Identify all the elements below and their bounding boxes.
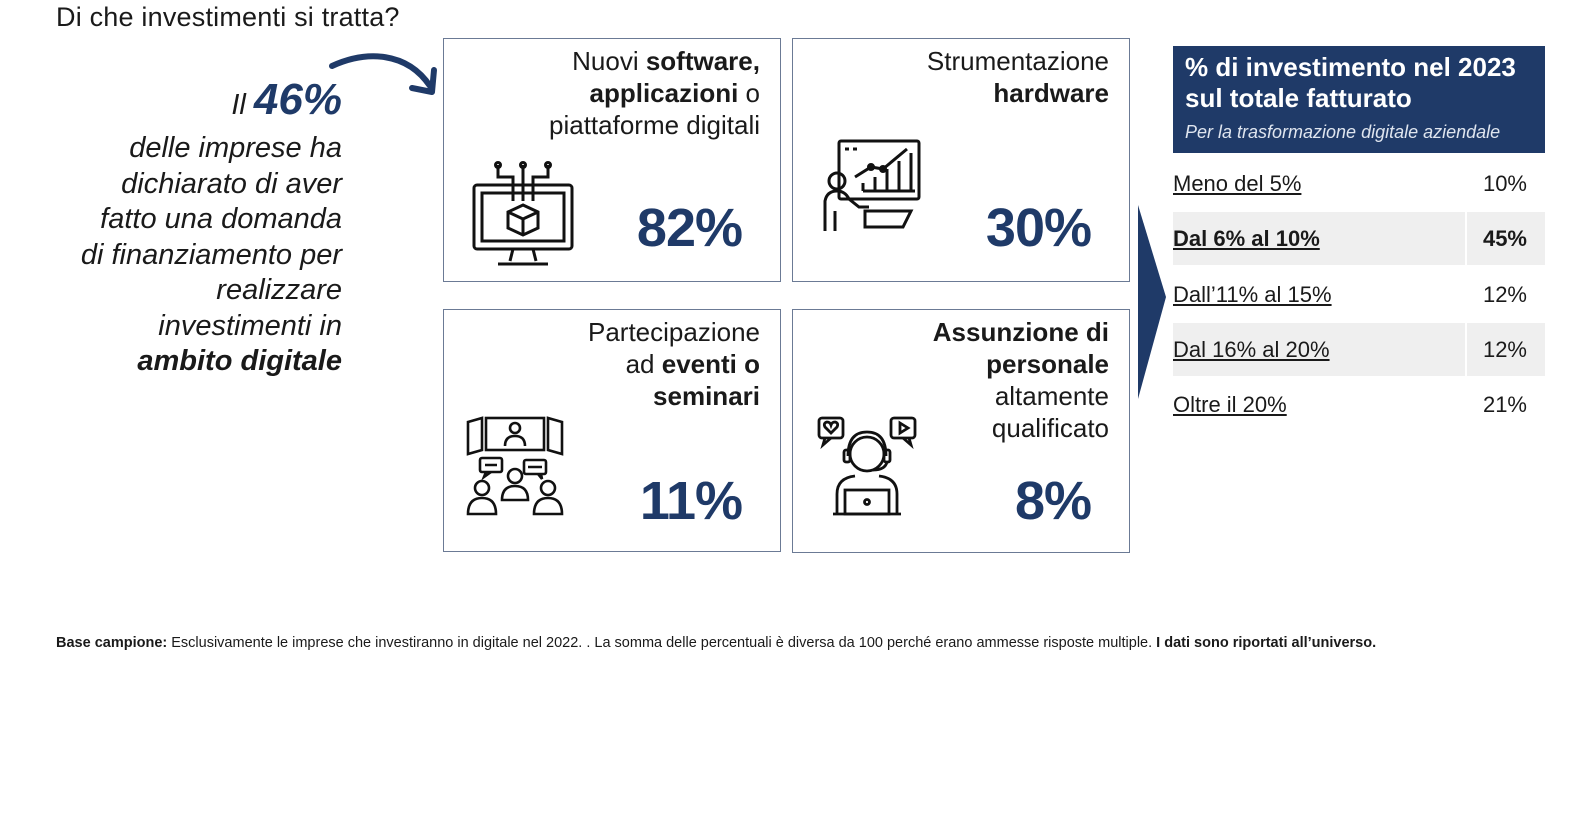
label-bold: seminari	[653, 381, 760, 411]
row-label[interactable]: Dal 6% al 10%	[1173, 212, 1465, 265]
label-text: ad	[625, 349, 662, 379]
card-staff-percentage: 8%	[1014, 471, 1092, 531]
row-value: 45%	[1467, 212, 1545, 265]
card-software: Nuovi software, applicazioni o piattafor…	[443, 38, 781, 282]
label-bold: software,	[645, 46, 760, 76]
table-subtitle: Per la trasformazione digitale aziendale	[1185, 122, 1501, 142]
row-value: 21%	[1482, 392, 1527, 417]
row-value: 10%	[1482, 171, 1527, 196]
presentation-chart-icon	[823, 139, 921, 231]
row-value: 12%	[1467, 323, 1545, 376]
table-row: Dal 16% al 20% 12%	[1173, 323, 1545, 376]
label-text: qualificato	[991, 413, 1109, 443]
label-bold: eventi o	[661, 349, 760, 379]
table-row: Meno del 5% 10%	[1173, 157, 1545, 210]
row-value: 12%	[1482, 282, 1527, 307]
footer-note: Base campione: Esclusivamente le imprese…	[56, 635, 1376, 651]
intro-line: investimenti in	[158, 309, 342, 342]
card-hardware-percentage: 30%	[985, 198, 1092, 258]
footer-text: Esclusivamente le imprese che investiran…	[171, 635, 1153, 651]
row-label[interactable]: Oltre il 20%	[1173, 392, 1287, 417]
intro-statement: Il 46% delle imprese ha dichiarato di av…	[12, 74, 342, 380]
label-bold: applicazioni	[589, 78, 739, 108]
card-software-percentage: 82%	[636, 198, 743, 258]
webinar-audience-icon	[466, 416, 564, 516]
footer-emphasis: I dati sono riportati all’universo.	[1156, 635, 1377, 651]
card-hardware: Strumentazione hardware 30%	[792, 38, 1130, 282]
intro-line: di finanziamento per	[80, 238, 342, 271]
table-row: Dal 6% al 10% 45%	[1173, 212, 1545, 265]
label-text: Partecipazione	[588, 317, 760, 347]
table-title-line1: % di investimento nel 2023	[1185, 52, 1516, 82]
table-row: Oltre il 20% 21%	[1173, 378, 1545, 431]
intro-line-emphasis: ambito digitale	[137, 345, 342, 377]
curved-arrow-icon	[329, 53, 437, 95]
table-title-line2: sul totale fatturato	[1185, 83, 1412, 113]
person-laptop-icon	[817, 416, 917, 516]
intro-line: fatto una domanda	[100, 203, 342, 235]
row-label[interactable]: Dall’11% al 15%	[1173, 282, 1332, 307]
card-hardware-label: Strumentazione hardware	[927, 45, 1109, 109]
pointer-arrow-icon	[1138, 205, 1166, 399]
card-staff-label: Assunzione di personale altamente qualif…	[933, 316, 1109, 444]
intro-line: dichiarato di aver	[121, 167, 342, 200]
card-events-percentage: 11%	[639, 471, 743, 531]
label-bold: Assunzione di	[932, 317, 1109, 347]
monitor-cube-icon	[472, 161, 574, 266]
row-label[interactable]: Dal 16% al 20%	[1173, 323, 1465, 376]
label-text: altamente	[994, 381, 1109, 411]
intro-line: delle imprese ha	[129, 132, 342, 164]
label-bold: personale	[986, 349, 1109, 379]
card-events-label: Partecipazione ad eventi o seminari	[588, 316, 760, 412]
label-text: piattaforme digitali	[549, 110, 760, 140]
label-bold: hardware	[993, 78, 1109, 108]
card-staff: Assunzione di personale altamente qualif…	[792, 309, 1130, 553]
page-title: Di che investimenti si tratta?	[56, 2, 400, 32]
headline-percentage: 46%	[253, 75, 342, 124]
label-text: o	[738, 78, 760, 108]
label-text: Nuovi	[572, 46, 646, 76]
footer-label: Base campione:	[56, 635, 168, 651]
intro-line: realizzare	[216, 274, 342, 306]
label-text: Strumentazione	[926, 46, 1109, 76]
investment-table-header: % di investimento nel 2023 sul totale fa…	[1173, 46, 1545, 153]
card-events: Partecipazione ad eventi o seminari 11%	[443, 309, 781, 552]
intro-prefix: Il	[231, 89, 246, 121]
card-software-label: Nuovi software, applicazioni o piattafor…	[549, 45, 760, 141]
table-row: Dall’11% al 15% 12%	[1173, 268, 1545, 321]
row-label[interactable]: Meno del 5%	[1173, 171, 1302, 196]
